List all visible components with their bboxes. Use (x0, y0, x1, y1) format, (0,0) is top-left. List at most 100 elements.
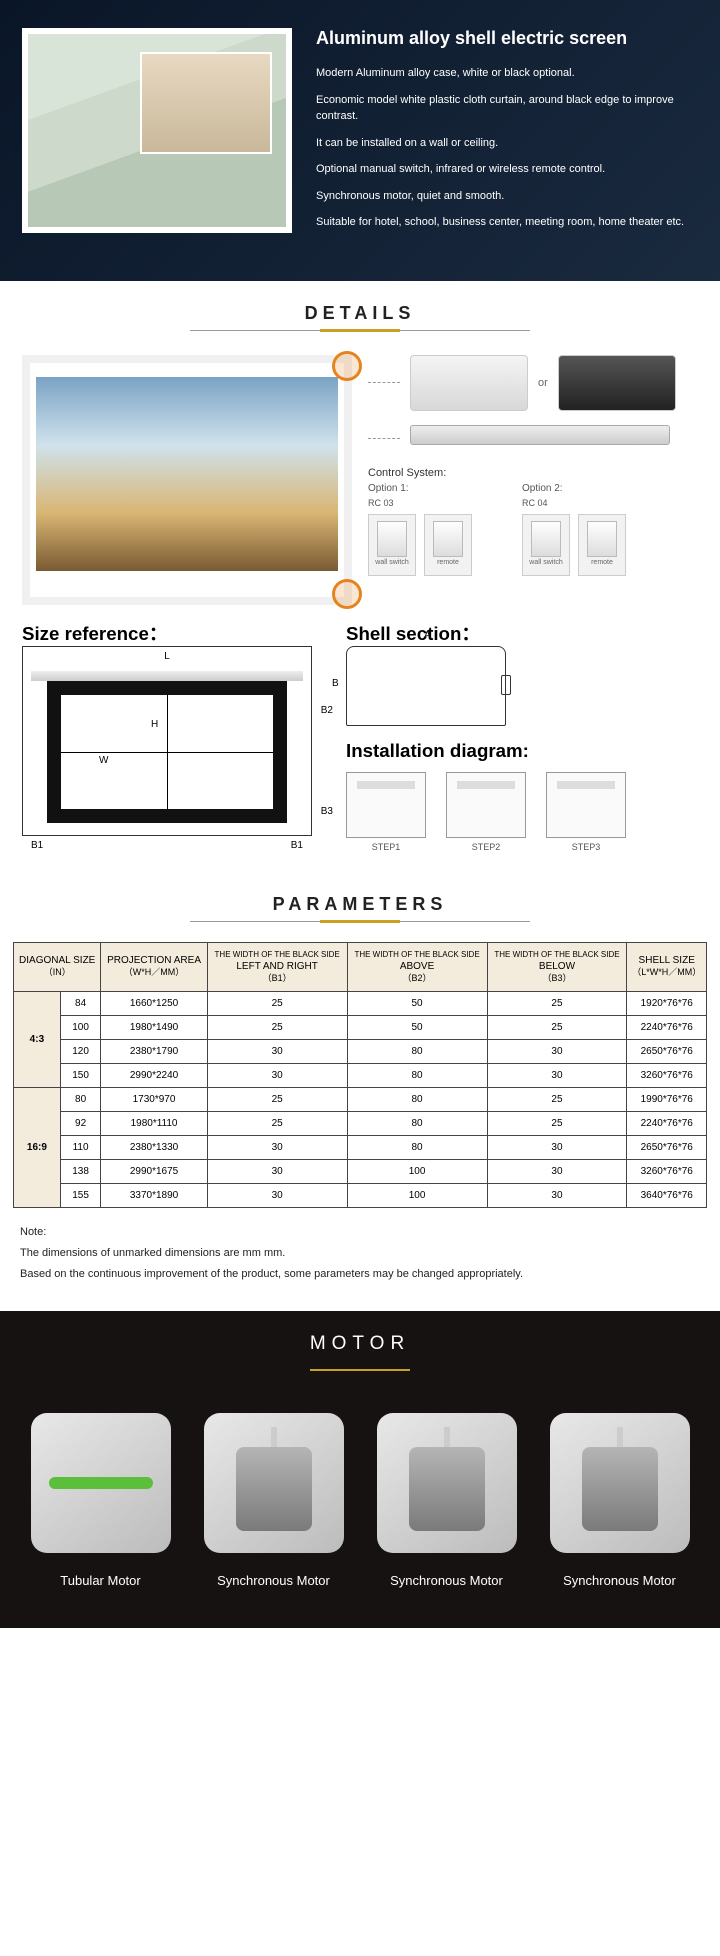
details-row: or Control System: Option 1: RC 03 wall … (0, 341, 720, 613)
housing-bar (410, 425, 670, 445)
cell-shell: 2650*76*76 (627, 1039, 707, 1063)
install-step-icon (546, 772, 626, 838)
option2: Option 2: RC 04 wall switch remote (522, 483, 626, 576)
ratio-cell: 16:9 (14, 1087, 61, 1207)
table-row: 1202380*17903080302650*76*76 (14, 1039, 707, 1063)
cell-b3: 25 (487, 1111, 627, 1135)
cell-b2: 80 (347, 1039, 487, 1063)
cell-proj: 2380*1790 (101, 1039, 207, 1063)
cell-shell: 1990*76*76 (627, 1087, 707, 1111)
or-label: or (538, 377, 548, 389)
cell-size: 150 (60, 1063, 101, 1087)
cell-b3: 25 (487, 1087, 627, 1111)
cell-proj: 1660*1250 (101, 991, 207, 1015)
motor-image (377, 1413, 517, 1553)
install-step: STEP2 (446, 772, 526, 852)
parameters-title: PARAMETERS (0, 872, 720, 932)
install-step-icon (346, 772, 426, 838)
shell-figure (346, 646, 506, 726)
hero-bullet: It can be installed on a wall or ceiling… (316, 135, 698, 152)
cell-b1: 30 (207, 1135, 347, 1159)
cell-b2: 100 (347, 1159, 487, 1183)
hero-bullet: Economic model white plastic cloth curta… (316, 92, 698, 125)
motor-heading: MOTOR (0, 1333, 720, 1355)
cell-b3: 30 (487, 1039, 627, 1063)
cell-shell: 2240*76*76 (627, 1111, 707, 1135)
hero-bullet: Optional manual switch, infrared or wire… (316, 161, 698, 178)
cell-b2: 50 (347, 991, 487, 1015)
callout-icon (332, 351, 362, 381)
option2-label: Option 2: (522, 483, 626, 494)
motor-label: Synchronous Motor (204, 1573, 344, 1588)
cell-b3: 30 (487, 1063, 627, 1087)
cell-proj: 2380*1330 (101, 1135, 207, 1159)
hero-bullet: Modern Aluminum alloy case, white or bla… (316, 65, 698, 82)
cell-size: 84 (60, 991, 101, 1015)
cell-b1: 25 (207, 1015, 347, 1039)
cell-b3: 30 (487, 1159, 627, 1183)
motor-title: MOTOR (0, 1311, 720, 1393)
cell-b3: 25 (487, 1015, 627, 1039)
ratio-cell: 4:3 (14, 991, 61, 1087)
remote-icon: remote (578, 514, 626, 576)
option1-label: Option 1: (368, 483, 472, 494)
control-system-label: Control System: (368, 467, 698, 479)
callout-icon (332, 579, 362, 609)
th-b2: THE WIDTH OF THE BLACK SIDEABOVE（B2） (347, 942, 487, 991)
table-row: 1502990*22403080303260*76*76 (14, 1063, 707, 1087)
rc03-label: RC 03 (368, 498, 472, 508)
cell-b3: 25 (487, 991, 627, 1015)
cell-shell: 3260*76*76 (627, 1159, 707, 1183)
cell-b1: 30 (207, 1063, 347, 1087)
details-heading: DETAILS (0, 303, 720, 324)
installation-title: Installation diagram: (346, 740, 698, 762)
cell-proj: 1730*970 (101, 1087, 207, 1111)
rule-icon (190, 330, 530, 331)
cell-size: 138 (60, 1159, 101, 1183)
cell-proj: 2990*1675 (101, 1159, 207, 1183)
cell-b1: 30 (207, 1159, 347, 1183)
cell-b2: 80 (347, 1111, 487, 1135)
table-row: 1102380*13303080302650*76*76 (14, 1135, 707, 1159)
th-shell: SHELL SIZE（L*W*H／MM） (627, 942, 707, 991)
install-step: STEP3 (546, 772, 626, 852)
cell-size: 110 (60, 1135, 101, 1159)
cell-shell: 3260*76*76 (627, 1063, 707, 1087)
motor-label: Synchronous Motor (377, 1573, 517, 1588)
endcap-black (558, 355, 676, 411)
rc04-label: RC 04 (522, 498, 626, 508)
endcap-white (410, 355, 528, 411)
cell-b2: 50 (347, 1015, 487, 1039)
cell-b1: 30 (207, 1183, 347, 1207)
cell-shell: 2650*76*76 (627, 1135, 707, 1159)
table-row: 1553370*189030100303640*76*76 (14, 1183, 707, 1207)
cell-b1: 30 (207, 1039, 347, 1063)
th-b3: THE WIDTH OF THE BLACK SIDEBELOW（B3） (487, 942, 627, 991)
install-step: STEP1 (346, 772, 426, 852)
wall-switch-icon: wall switch (368, 514, 416, 576)
cell-size: 155 (60, 1183, 101, 1207)
motor-item: Synchronous Motor (550, 1413, 690, 1588)
parameters-table: DIAGONAL SIZE（IN） PROJECTION AREA（W*H／MM… (13, 942, 707, 1208)
cell-proj: 2990*2240 (101, 1063, 207, 1087)
cell-shell: 2240*76*76 (627, 1015, 707, 1039)
cell-b2: 80 (347, 1087, 487, 1111)
table-row: 4:3841660*12502550251920*76*76 (14, 991, 707, 1015)
table-row: 1001980*14902550252240*76*76 (14, 1015, 707, 1039)
hero-bullet: Suitable for hotel, school, business cen… (316, 214, 698, 231)
note-title: Note: (20, 1222, 700, 1243)
note-block: Note: The dimensions of unmarked dimensi… (0, 1218, 720, 1311)
table-row: 921980*11102580252240*76*76 (14, 1111, 707, 1135)
cell-b1: 25 (207, 991, 347, 1015)
cell-b2: 80 (347, 1135, 487, 1159)
parameters-heading: PARAMETERS (0, 894, 720, 915)
size-ref-figure: L H W B2 B3 B1 B1 (22, 646, 312, 836)
cell-size: 100 (60, 1015, 101, 1039)
motor-image (204, 1413, 344, 1553)
th-diagonal: DIAGONAL SIZE（IN） (14, 942, 101, 991)
cell-b1: 25 (207, 1111, 347, 1135)
projector-image (22, 355, 352, 605)
diagram-row: Size reference： L H W B2 B3 B1 B1 Shell … (0, 613, 720, 872)
cell-shell: 1920*76*76 (627, 991, 707, 1015)
wall-switch-icon: wall switch (522, 514, 570, 576)
